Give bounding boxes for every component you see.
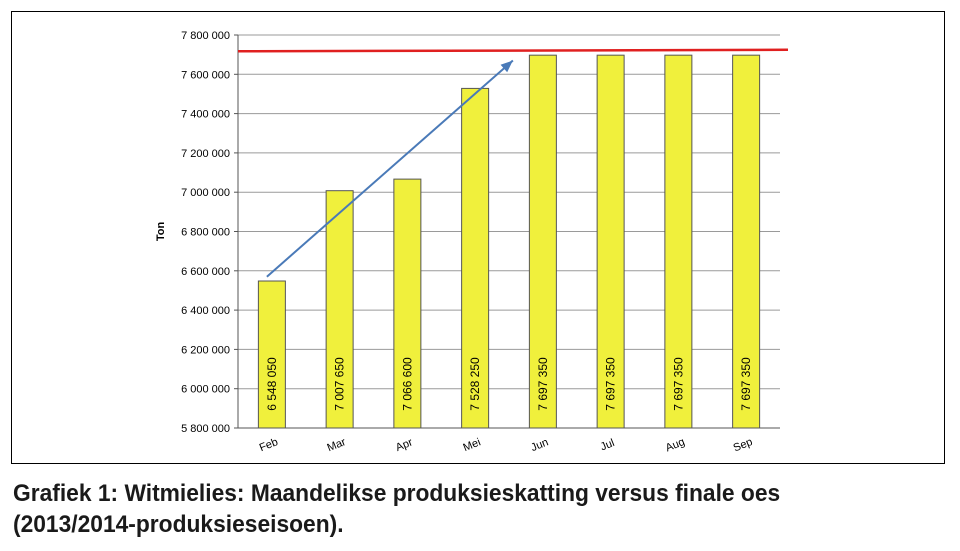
- bar: [664, 54, 693, 429]
- bar: [596, 54, 625, 429]
- data-label: 7 066 600: [400, 357, 414, 411]
- bar: [461, 87, 490, 429]
- data-label: 7 697 350: [536, 357, 550, 411]
- y-tick-label: 7 200 000: [181, 148, 230, 160]
- bar-chart: 5 800 000 6 000 000 6 200 000 6 400 000 6 60…: [155, 30, 789, 454]
- data-label: 7 697 350: [604, 357, 618, 411]
- category-label: Feb: [258, 436, 280, 454]
- bar: [257, 280, 286, 429]
- category-label: Mar: [325, 436, 347, 454]
- y-tick-label: 6 800 000: [181, 227, 230, 239]
- caption-line-1: Grafiek 1: Witmielies: Maandelikse produ…: [13, 480, 781, 507]
- data-label: 7 697 350: [739, 357, 753, 411]
- bar: [393, 178, 422, 429]
- y-tick-label: 7 600 000: [181, 69, 230, 81]
- y-tick-label: 6 000 000: [181, 384, 230, 396]
- chart-frame: 5 800 000 6 000 000 6 200 000 6 400 000 6 60…: [11, 11, 945, 464]
- category-label: Sep: [732, 436, 755, 454]
- bar: [325, 190, 354, 429]
- y-tick-label: 6 600 000: [181, 266, 230, 278]
- trend-arrow-line: [266, 59, 514, 278]
- data-label: 6 548 050: [265, 357, 279, 411]
- y-axis-label: Ton: [155, 222, 167, 242]
- y-tick-label: 5 800 000: [181, 423, 230, 435]
- category-label: Apr: [394, 436, 415, 454]
- category-label: Jul: [599, 437, 617, 453]
- category-label: Aug: [664, 436, 687, 454]
- y-tick-label: 7 400 000: [181, 109, 230, 121]
- bar: [528, 54, 557, 429]
- reference-line: [237, 48, 789, 53]
- y-tick-label: 6 200 000: [181, 344, 230, 356]
- caption-line-2: (2013/2014-produksieseisoen).: [13, 511, 344, 538]
- figure-caption: Grafiek 1: Witmielies: Maandelikse produ…: [13, 478, 943, 540]
- data-label: 7 528 250: [468, 357, 482, 411]
- y-tick-label: 7 000 000: [181, 187, 230, 199]
- data-label: 7 007 650: [333, 357, 347, 411]
- category-label: Mei: [462, 436, 483, 454]
- y-tick-label: 7 800 000: [181, 30, 230, 42]
- bar: [732, 54, 761, 429]
- y-tick-label: 6 400 000: [181, 305, 230, 317]
- trend-arrow-head: [500, 60, 513, 73]
- data-label: 7 697 350: [671, 357, 685, 411]
- category-label: Jun: [529, 436, 550, 454]
